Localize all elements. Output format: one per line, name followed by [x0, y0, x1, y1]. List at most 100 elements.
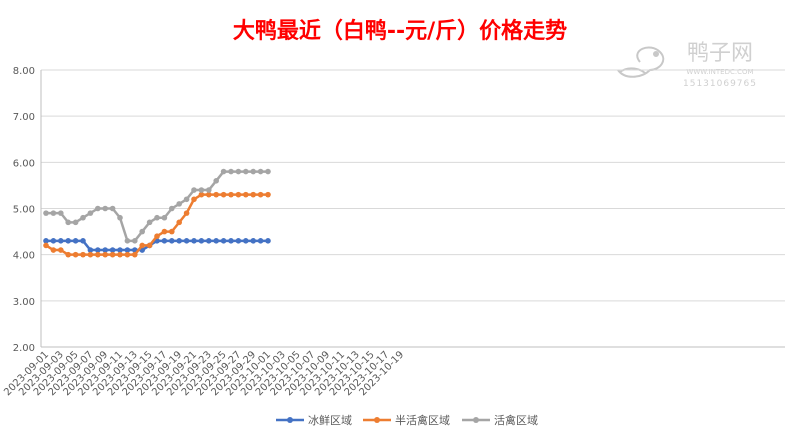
x-axis-ticks: 2023-09-012023-09-032023-09-052023-09-07…: [2, 349, 406, 398]
y-tick-label: 6.00: [13, 158, 35, 169]
watermark-url: WWW.INTEDC.COM: [686, 68, 753, 76]
data-point: [257, 168, 264, 175]
data-point: [109, 205, 116, 212]
data-point: [206, 187, 212, 193]
data-point: [102, 251, 108, 258]
data-point: [58, 238, 64, 244]
data-point: [87, 247, 94, 253]
data-point: [213, 238, 219, 244]
data-point: [139, 228, 145, 235]
data-point: [206, 191, 212, 198]
data-point: [87, 210, 94, 216]
data-point: [250, 168, 256, 175]
data-point: [72, 238, 79, 244]
watermark-logo: 鸭子网 WWW.INTEDC.COM 15131069765: [617, 41, 757, 89]
data-point: [257, 191, 264, 198]
data-point: [183, 196, 190, 203]
legend-marker: [287, 417, 293, 423]
data-point: [235, 191, 242, 198]
legend: 冰鲜区域 半活禽区域 活禽区域: [276, 413, 538, 427]
data-point: [72, 251, 79, 258]
data-point: [161, 214, 168, 221]
data-point: [235, 238, 242, 244]
data-point: [65, 219, 71, 226]
data-point: [50, 247, 57, 253]
data-point: [50, 238, 57, 244]
watermark-name: 鸭子网: [687, 41, 753, 66]
data-point: [43, 238, 49, 244]
watermark-phone: 15131069765: [683, 79, 757, 89]
data-point: [220, 238, 227, 244]
data-point: [65, 238, 71, 244]
legend-label: 半活禽区域: [395, 413, 450, 427]
data-point: [191, 238, 197, 244]
y-tick-label: 8.00: [13, 66, 35, 77]
data-point: [95, 251, 101, 258]
data-point: [176, 219, 182, 226]
data-point: [161, 228, 168, 235]
data-point: [117, 214, 123, 221]
data-point: [243, 168, 249, 175]
legend-marker: [473, 417, 479, 423]
data-point: [87, 251, 94, 258]
data-point: [50, 210, 57, 216]
data-point: [139, 242, 145, 249]
legend-label: 活禽区域: [494, 413, 538, 427]
data-point: [265, 168, 271, 175]
data-point: [169, 205, 175, 212]
y-tick-label: 5.00: [13, 205, 35, 216]
data-point: [132, 238, 138, 244]
data-point: [243, 191, 249, 198]
data-point: [183, 238, 190, 244]
y-tick-label: 2.00: [13, 343, 35, 354]
data-point: [72, 219, 79, 226]
data-point: [117, 247, 123, 253]
data-point: [58, 247, 64, 253]
y-tick-label: 3.00: [13, 297, 35, 308]
data-point: [220, 191, 227, 198]
data-point: [43, 242, 49, 249]
series-lines: [43, 168, 271, 258]
data-point: [169, 238, 175, 244]
data-point: [198, 187, 205, 193]
data-point: [257, 238, 264, 244]
data-point: [243, 238, 249, 244]
data-point: [117, 251, 123, 258]
legend-label: 冰鲜区域: [308, 413, 352, 427]
data-point: [124, 251, 131, 258]
data-point: [183, 210, 190, 216]
y-tick-label: 7.00: [13, 112, 35, 123]
data-point: [80, 214, 86, 221]
data-point: [95, 205, 101, 212]
data-point: [206, 238, 212, 244]
data-point: [169, 228, 175, 235]
data-point: [220, 168, 227, 175]
data-point: [80, 238, 86, 244]
y-tick-label: 4.00: [13, 251, 35, 262]
data-point: [58, 210, 64, 216]
data-point: [191, 196, 197, 203]
duck-logo-icon: [617, 46, 665, 78]
data-point: [154, 214, 160, 221]
data-point: [124, 238, 131, 244]
data-point: [132, 251, 138, 258]
series-line: [46, 170, 268, 243]
data-point: [228, 168, 234, 175]
data-point: [109, 247, 116, 253]
data-point: [228, 191, 234, 198]
legend-marker: [374, 417, 380, 423]
data-point: [124, 247, 131, 253]
data-point: [213, 191, 219, 198]
series-line: [45, 193, 268, 256]
data-point: [146, 219, 153, 226]
data-point: [161, 238, 168, 244]
data-point: [213, 178, 219, 184]
data-point: [102, 205, 108, 212]
data-point: [235, 168, 242, 175]
grid-lines: [41, 69, 785, 348]
data-point: [43, 210, 49, 216]
data-point: [265, 191, 271, 198]
data-point: [176, 238, 182, 244]
y-axis-ticks: 2.00 3.00 4.00 5.00 6.00 7.00 8.00: [13, 66, 35, 354]
